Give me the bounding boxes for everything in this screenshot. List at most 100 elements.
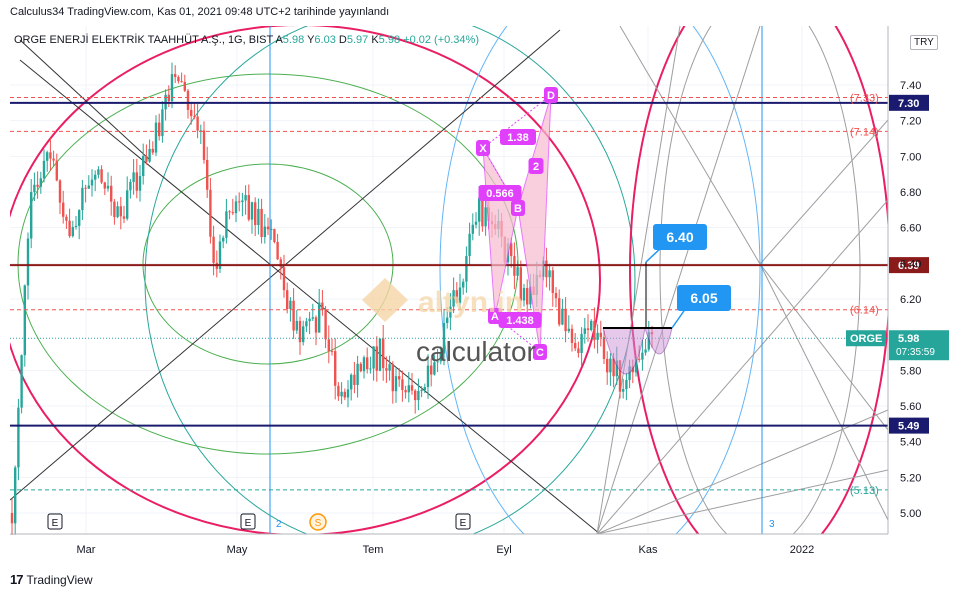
- earnings-marker-icon: [47, 513, 63, 530]
- candle-body: [71, 227, 74, 237]
- gann-cross-line: [759, 263, 888, 431]
- candle-body: [638, 358, 641, 360]
- candle-body: [282, 267, 286, 291]
- event-marker-label: E: [460, 518, 467, 529]
- candle-body: [433, 362, 436, 375]
- candle-body: [369, 368, 372, 370]
- candle-body: [62, 202, 65, 217]
- level-label: (6.14): [850, 305, 879, 317]
- candle-body: [298, 320, 302, 343]
- cup-pattern: [602, 327, 673, 375]
- candle-body: [554, 293, 558, 299]
- pattern-point-label: C: [536, 347, 544, 359]
- candle-body: [225, 211, 228, 238]
- candle-body: [302, 326, 305, 343]
- pattern-point-label: X: [479, 143, 487, 155]
- candle-body: [474, 221, 478, 225]
- price-tick-label: 5.00: [900, 508, 921, 520]
- ratio-xb-label: 0.566: [486, 188, 514, 200]
- candle-body: [436, 361, 439, 363]
- candle-body: [420, 390, 423, 392]
- candle-body: [327, 339, 330, 352]
- candle-body: [250, 202, 254, 220]
- level-label: (7.33): [850, 92, 879, 104]
- ratio-xd-badge: [500, 129, 536, 145]
- candle-body: [599, 332, 602, 338]
- candle-body: [407, 385, 410, 393]
- level-tag-label: 6.39: [898, 260, 919, 272]
- outer-green-ellipse: [17, 73, 519, 455]
- harmonic-pattern: X A B C D 0.566 1.438 1.38 2 6.40 6.05: [476, 87, 731, 375]
- level-tag: [889, 257, 929, 274]
- candle-body: [100, 169, 103, 183]
- candle-body: [401, 379, 404, 391]
- callout-pointer: [671, 307, 687, 329]
- candle-body: [423, 387, 426, 391]
- candle-body: [359, 363, 362, 372]
- candle-body: [366, 357, 369, 370]
- currency-button[interactable]: TRY: [910, 35, 938, 50]
- price-tick-label: 6.20: [900, 294, 921, 306]
- ratio-xd-label: 1.38: [507, 132, 528, 144]
- candle-body: [414, 390, 417, 401]
- candle-body: [350, 374, 353, 390]
- candle-body: [180, 81, 183, 83]
- chart-grid: [10, 26, 888, 534]
- symbol-name: ORGE ENERJİ ELEKTRİK TAAHHÜT A.Ş., 1G, B…: [14, 34, 273, 46]
- low-label: D: [338, 34, 347, 46]
- candle-body: [308, 318, 311, 322]
- price-tick-label: 5.40: [900, 437, 921, 449]
- candle-body: [602, 337, 606, 359]
- candle-body: [276, 241, 279, 260]
- candle-body: [55, 160, 58, 181]
- candle-body: [558, 298, 561, 325]
- close-value: 5.98: [378, 34, 401, 46]
- candle-body: [167, 94, 170, 102]
- candle-body: [334, 351, 337, 386]
- candle-body: [186, 90, 190, 110]
- watermark-brand: altyn.in: [418, 286, 523, 319]
- candle-body: [580, 333, 583, 354]
- candle-body: [484, 207, 487, 227]
- tradingview-logo-icon: 17: [10, 572, 24, 587]
- candle-body: [145, 155, 148, 162]
- candle-body: [42, 160, 46, 179]
- time-tick-label: May: [227, 544, 248, 556]
- callout-box: [677, 285, 731, 311]
- candle-body: [26, 238, 30, 286]
- time-tick-label: Eyl: [496, 544, 511, 556]
- high-label: Y: [307, 34, 315, 46]
- candle-body: [324, 310, 327, 340]
- cycle-number-label: 2: [276, 519, 282, 530]
- pattern-point-label: A: [491, 311, 499, 323]
- candle-body: [321, 302, 324, 311]
- level-label: (7.14): [850, 126, 879, 138]
- overlay-group: [10, 26, 888, 534]
- price-axis[interactable]: 7.40 7.20 7.00 6.80 6.60 6.40 6.20 5.80 5.60 5.40…: [887, 26, 921, 534]
- candle-body: [426, 365, 430, 388]
- price-tick-label: 7.00: [900, 151, 921, 163]
- candle-body: [254, 202, 257, 226]
- candle-body: [394, 376, 398, 392]
- candle-body: [103, 182, 106, 189]
- candle-body: [286, 290, 289, 310]
- candle-body: [378, 338, 382, 371]
- candle-body: [247, 195, 250, 220]
- candle-body: [17, 407, 20, 468]
- candle-body: [612, 358, 615, 377]
- candle-body: [564, 308, 567, 332]
- candle-body: [263, 226, 266, 238]
- candle-body: [209, 189, 212, 237]
- gann-cross-line: [759, 119, 888, 265]
- diag-line-short: [19, 39, 151, 161]
- candle-body: [455, 290, 458, 303]
- candle-body: [196, 116, 199, 131]
- watermark-subtitle: calculator: [416, 336, 536, 367]
- time-tick-label: Kas: [639, 544, 658, 556]
- candle-body: [330, 351, 334, 353]
- price-tick-label: 5.20: [900, 472, 921, 484]
- candle-body: [548, 270, 551, 278]
- candle-body: [478, 197, 481, 222]
- time-axis[interactable]: Mar May Tem Eyl Kas 2022 E E E S 2 3: [10, 513, 888, 556]
